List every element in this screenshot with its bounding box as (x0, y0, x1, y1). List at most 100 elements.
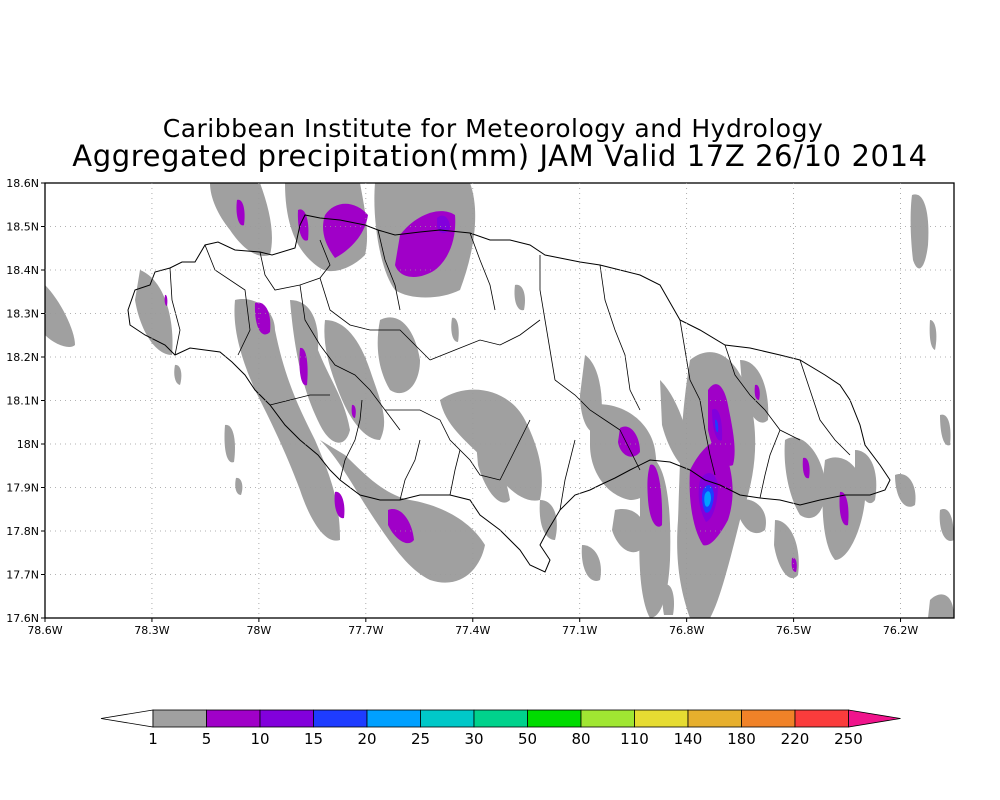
colorbar-swatch (473, 709, 528, 728)
precip-area (754, 384, 760, 400)
precip-area (174, 364, 182, 385)
colorbar-label: 10 (250, 730, 269, 748)
colorbar-label: 25 (411, 730, 430, 748)
precip-area (377, 317, 420, 394)
precip-area (581, 545, 601, 581)
colorbar-swatch (366, 709, 421, 728)
colorbar-label: 220 (781, 730, 810, 748)
precip-heavy-cores (437, 215, 723, 522)
latitude-axis: 18.6N 18.5N 18.4N 18.3N 18.2N 18.1N 18N 17.9N 17… (6, 177, 45, 625)
colorbar-label: 15 (304, 730, 323, 748)
precip-area (45, 285, 75, 347)
precip-area (297, 209, 309, 241)
precip-area (855, 450, 877, 504)
precip-area (236, 199, 245, 226)
lon-tick-label: 77.7W (348, 624, 383, 637)
precip-area (639, 455, 671, 618)
colorbar-swatch (313, 709, 368, 728)
jamaica-coastline (127, 214, 891, 573)
precip-area (939, 509, 954, 541)
precip-core (704, 491, 711, 507)
precip-area (839, 491, 849, 526)
lat-tick-label: 17.7N (6, 569, 39, 582)
precip-area (451, 317, 459, 342)
lat-tick-label: 18.4N (6, 264, 39, 277)
precip-area (440, 389, 542, 501)
precip-area (514, 284, 525, 311)
colorbar-label: 250 (834, 730, 863, 748)
lat-tick-label: 17.8N (6, 525, 39, 538)
lon-tick-label: 76.8W (669, 624, 704, 637)
precip-core (715, 419, 719, 433)
precip-area (929, 320, 937, 350)
colorbar-label: 30 (464, 730, 483, 748)
precip-area (735, 499, 766, 534)
precip-area (895, 474, 916, 507)
lon-tick-label: 77.4W (455, 624, 490, 637)
precip-area (254, 302, 271, 335)
longitude-axis: 78.6W 78.3W 78W 77.7W 77.4W 77.1W 76.8W 76.5W 76… (27, 618, 918, 637)
precip-area (612, 509, 646, 553)
colorbar-swatch (687, 709, 742, 728)
precip-area (164, 294, 168, 306)
lat-tick-label: 18N (17, 438, 39, 451)
lon-tick-label: 77.1W (562, 624, 597, 637)
colorbar: 1 5 10 15 20 25 30 50 80 110 140 180 220 250 (100, 709, 901, 748)
precip-area (320, 440, 485, 583)
lon-tick-label: 76.2W (883, 624, 918, 637)
precip-area (928, 594, 954, 618)
colorbar-label: 20 (357, 730, 376, 748)
precip-core (437, 215, 450, 234)
colorbar-label: 110 (620, 730, 649, 748)
lat-tick-label: 18.2N (6, 351, 39, 364)
precip-area (475, 430, 510, 503)
lat-tick-label: 18.5N (6, 221, 39, 234)
precip-area (910, 194, 929, 269)
precip-area (740, 360, 769, 423)
precip-area (784, 437, 826, 519)
colorbar-swatch (152, 709, 207, 728)
colorbar-label: 140 (674, 730, 703, 748)
precip-area (802, 457, 810, 479)
lon-tick-label: 78W (246, 624, 271, 637)
precip-area (618, 426, 640, 457)
lon-tick-label: 76.5W (776, 624, 811, 637)
lat-tick-label: 18.6N (6, 177, 39, 190)
colorbar-swatch (527, 709, 582, 728)
precip-area (334, 491, 345, 519)
plot-area (45, 183, 954, 618)
precip-area (323, 203, 368, 258)
colorbar-swatch (259, 709, 314, 728)
colorbar-label: 50 (518, 730, 537, 748)
colorbar-label: 180 (727, 730, 756, 748)
title-product: Aggregated precipitation(mm) JAM Valid 1… (72, 139, 928, 173)
colorbar-swatch (634, 709, 689, 728)
colorbar-label: 5 (202, 730, 212, 748)
precip-area (940, 414, 951, 446)
colorbar-label: 1 (148, 730, 158, 748)
lat-tick-label: 18.1N (6, 395, 39, 408)
precip-area (235, 477, 243, 495)
precip-area (388, 509, 414, 544)
precip-area (135, 270, 173, 355)
precip-area (224, 424, 235, 463)
precip-area (290, 300, 350, 443)
precip-area (647, 464, 663, 527)
precip-area (234, 299, 340, 541)
precip-1-5mm-areas (45, 183, 954, 618)
colorbar-swatch (741, 709, 796, 728)
colorbar-swatch (206, 709, 261, 728)
lat-tick-label: 17.6N (6, 612, 39, 625)
lon-tick-label: 78.6W (27, 624, 62, 637)
colorbar-swatch (580, 709, 635, 728)
colorbar-swatch (420, 709, 475, 728)
precip-area (539, 500, 557, 540)
title-institute: Caribbean Institute for Meteorology and … (162, 114, 824, 143)
colorbar-swatch (794, 709, 849, 728)
precip-area (662, 584, 675, 615)
lon-tick-label: 78.3W (134, 624, 169, 637)
lat-tick-label: 17.9N (6, 482, 39, 495)
colorbar-over-arrow (848, 709, 901, 728)
colorbar-label: 80 (571, 730, 590, 748)
